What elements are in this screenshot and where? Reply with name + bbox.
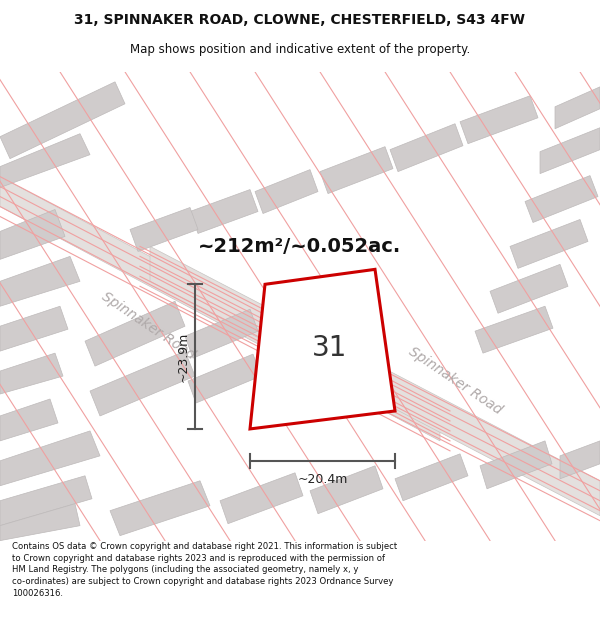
Polygon shape [480,441,552,489]
Text: ~23.9m: ~23.9m [177,331,190,382]
Polygon shape [540,127,600,174]
Polygon shape [220,472,303,524]
Text: ~20.4m: ~20.4m [298,472,347,486]
Polygon shape [310,466,383,514]
Text: Spinnaker Road: Spinnaker Road [406,344,504,418]
Polygon shape [0,431,100,486]
Polygon shape [188,354,261,403]
Polygon shape [0,504,80,541]
Polygon shape [0,353,63,394]
Polygon shape [390,124,463,172]
Text: Spinnaker Road: Spinnaker Road [99,290,197,362]
Polygon shape [475,306,553,353]
Polygon shape [255,169,318,214]
Text: Map shows position and indicative extent of the property.: Map shows position and indicative extent… [130,43,470,56]
Polygon shape [490,264,568,313]
Polygon shape [555,87,600,129]
Polygon shape [0,177,440,441]
Polygon shape [250,269,395,429]
Polygon shape [0,82,125,159]
Polygon shape [90,351,195,416]
Polygon shape [525,176,598,222]
Polygon shape [110,481,210,536]
Polygon shape [185,309,258,358]
Polygon shape [150,246,600,516]
Text: Contains OS data © Crown copyright and database right 2021. This information is : Contains OS data © Crown copyright and d… [12,542,397,598]
Polygon shape [0,399,58,441]
Polygon shape [85,301,185,366]
Polygon shape [510,219,588,268]
Polygon shape [395,454,468,501]
Polygon shape [460,96,538,144]
Polygon shape [130,208,198,251]
Polygon shape [320,147,393,194]
Polygon shape [190,189,258,234]
Polygon shape [0,476,92,526]
Polygon shape [560,441,600,479]
Polygon shape [0,306,68,351]
Polygon shape [0,256,80,306]
Text: 31: 31 [311,334,347,362]
Polygon shape [0,209,65,259]
Text: ~212m²/~0.052ac.: ~212m²/~0.052ac. [199,237,401,256]
Text: 31, SPINNAKER ROAD, CLOWNE, CHESTERFIELD, S43 4FW: 31, SPINNAKER ROAD, CLOWNE, CHESTERFIELD… [74,13,526,27]
Polygon shape [0,134,90,188]
